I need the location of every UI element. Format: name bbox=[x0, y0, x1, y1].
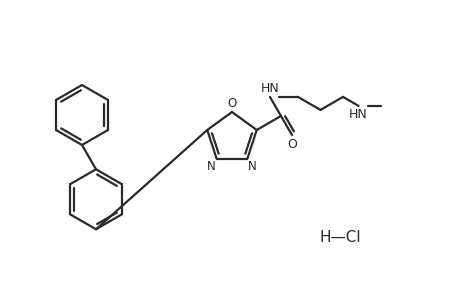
Text: HN: HN bbox=[260, 82, 279, 95]
Text: H—Cl: H—Cl bbox=[319, 230, 360, 244]
Text: N: N bbox=[248, 160, 257, 173]
Text: N: N bbox=[207, 160, 215, 173]
Text: O: O bbox=[286, 138, 296, 151]
Text: O: O bbox=[227, 97, 236, 110]
Text: HN: HN bbox=[348, 108, 367, 121]
